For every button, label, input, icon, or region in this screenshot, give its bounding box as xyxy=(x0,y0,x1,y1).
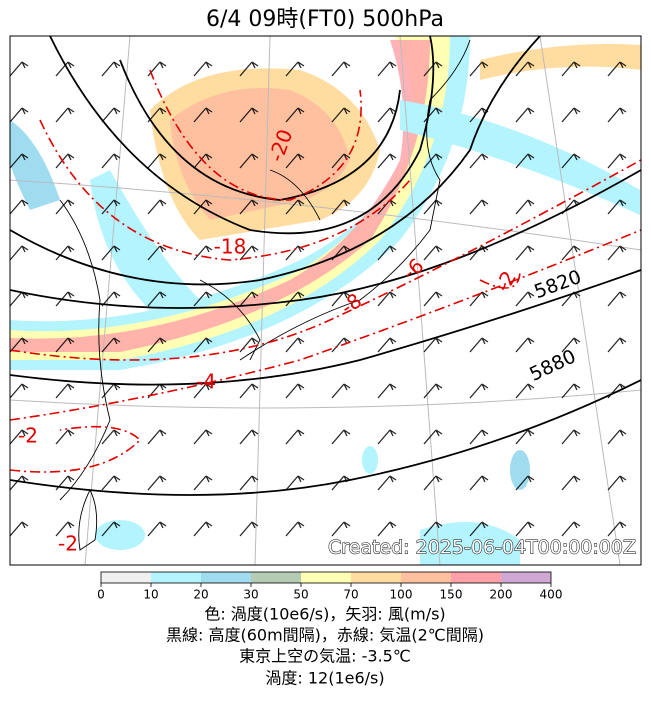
map-frame xyxy=(9,35,642,566)
colorbar-segment xyxy=(251,572,301,583)
colorbar-segment xyxy=(401,572,451,583)
caption-line: 東京上空の気温: -3.5℃ xyxy=(239,647,411,666)
colorbar-segment xyxy=(151,572,201,583)
colorbar-tick-label: 0 xyxy=(97,588,105,602)
colorbar-frame xyxy=(100,571,552,584)
colorbar-tick-label: 10 xyxy=(143,588,158,602)
caption: 色: 渦度(10e6/s)，矢羽: 風(m/s) 黒線: 高度(60m間隔)，赤… xyxy=(166,605,484,688)
colorbar-segment xyxy=(301,572,351,583)
colorbar-segment xyxy=(451,572,501,583)
colorbar-tick-label: 50 xyxy=(293,588,308,602)
colorbar-tick-label: 30 xyxy=(243,588,258,602)
temperature-label: -4 xyxy=(196,370,216,394)
temperature-label: -2 xyxy=(58,532,78,556)
map xyxy=(10,36,641,565)
colorbar: 0 10 20 30 50 70 100 150 200 400 xyxy=(97,571,563,602)
temperature-contours xyxy=(10,69,641,473)
temperature-label: -2 xyxy=(18,424,38,448)
colorbar-tick-label: 200 xyxy=(490,588,513,602)
colorbar-tick-label: 400 xyxy=(540,588,563,602)
colorbar-tick-label: 70 xyxy=(343,588,358,602)
colorbar-tick-label: 100 xyxy=(390,588,413,602)
temperature-label: -18 xyxy=(214,235,247,259)
colorbar-segment xyxy=(351,572,401,583)
created-stamp: Created: 2025-06-04T00:00:00Z xyxy=(328,537,636,559)
caption-line: 渦度: 12(1e6/s) xyxy=(265,669,384,688)
caption-line: 色: 渦度(10e6/s)，矢羽: 風(m/s) xyxy=(204,605,445,624)
colorbar-segment xyxy=(501,572,551,583)
wind-barbs xyxy=(10,36,641,565)
colorbar-tick-label: 20 xyxy=(193,588,208,602)
height-contours xyxy=(10,36,641,496)
colorbar-tick-label: 150 xyxy=(440,588,463,602)
colorbar-segment xyxy=(101,572,151,583)
title: 6/4 09時(FT0) 500hPa xyxy=(206,7,444,32)
colorbar-segment xyxy=(201,572,251,583)
caption-line: 黒線: 高度(60m間隔)，赤線: 気温(2℃間隔) xyxy=(166,626,484,645)
